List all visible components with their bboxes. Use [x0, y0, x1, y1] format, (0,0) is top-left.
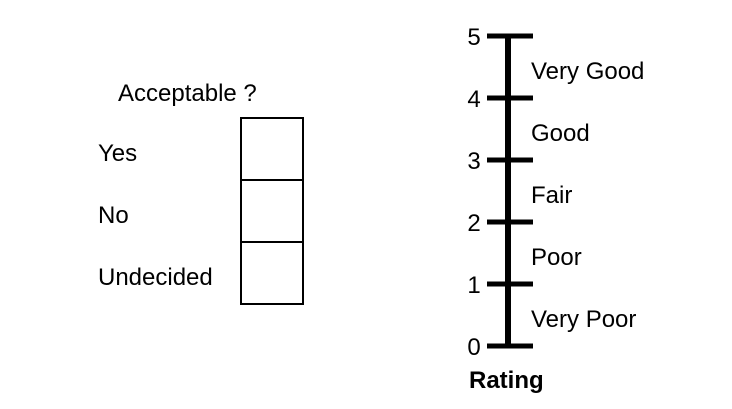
band-label-very-poor: Very Poor: [531, 306, 636, 333]
rating-scale: 5 4 3 2 1 0 Very Good Good Fair Poor Ver…: [467, 24, 644, 394]
acceptable-question: Acceptable ?: [118, 80, 257, 107]
band-label-good: Good: [531, 120, 590, 147]
acceptability-section: Acceptable ? Yes No Undecided: [98, 80, 304, 305]
option-label-undecided: Undecided: [98, 264, 213, 291]
checkbox-undecided[interactable]: [240, 241, 304, 305]
band-label-poor: Poor: [531, 244, 582, 271]
tick-label-2: 2: [467, 210, 480, 237]
checkbox-yes[interactable]: [240, 117, 304, 181]
tick-label-3: 3: [467, 148, 480, 175]
checkbox-no[interactable]: [240, 179, 304, 243]
option-label-yes: Yes: [98, 140, 137, 167]
tick-label-1: 1: [467, 272, 480, 299]
tick-label-0: 0: [467, 334, 480, 361]
option-label-no: No: [98, 202, 129, 229]
band-label-fair: Fair: [531, 182, 572, 209]
tick-label-5: 5: [467, 24, 480, 51]
band-label-very-good: Very Good: [531, 58, 644, 85]
rating-axis-label: Rating: [469, 367, 544, 394]
tick-label-4: 4: [467, 86, 480, 113]
